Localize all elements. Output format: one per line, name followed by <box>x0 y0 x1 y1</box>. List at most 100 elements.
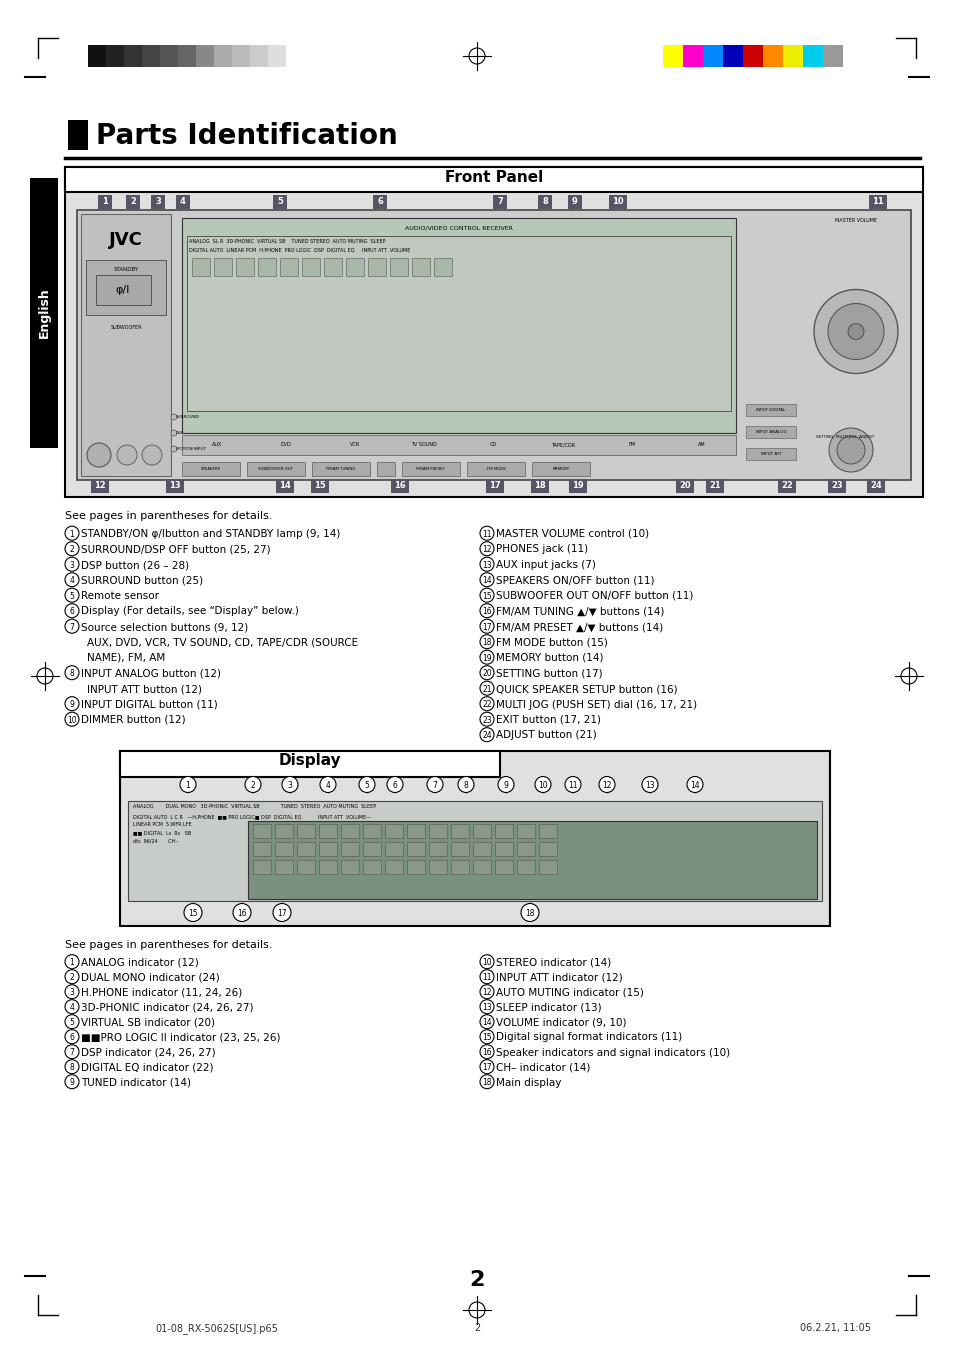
Bar <box>568 479 586 492</box>
Text: English: English <box>37 288 51 338</box>
Text: 8: 8 <box>463 781 468 790</box>
Circle shape <box>479 557 494 571</box>
Text: SURROUND/DSP OFF button (25, 27): SURROUND/DSP OFF button (25, 27) <box>81 544 271 555</box>
Text: 8: 8 <box>541 198 547 206</box>
Text: LINEAR PCM  5.WFR LFE: LINEAR PCM 5.WFR LFE <box>132 823 192 828</box>
Bar <box>98 195 112 208</box>
Bar <box>275 479 294 492</box>
Bar <box>88 45 106 68</box>
Circle shape <box>479 1015 494 1028</box>
Bar <box>702 45 722 68</box>
Bar <box>682 45 702 68</box>
Text: SETTING button (17): SETTING button (17) <box>496 668 602 678</box>
Text: 4: 4 <box>325 781 330 790</box>
Bar <box>429 824 447 838</box>
Circle shape <box>497 777 514 793</box>
Text: 16: 16 <box>394 482 405 490</box>
Text: 23: 23 <box>481 716 492 725</box>
Text: DUAL MONO indicator (24): DUAL MONO indicator (24) <box>81 973 219 982</box>
Bar <box>126 195 140 208</box>
Text: 15: 15 <box>314 482 326 490</box>
Bar <box>213 258 232 276</box>
Text: 17: 17 <box>481 622 492 632</box>
Text: MASTER VOLUME: MASTER VOLUME <box>834 218 876 223</box>
Text: CH– indicator (14): CH– indicator (14) <box>496 1062 590 1073</box>
Circle shape <box>65 1059 79 1074</box>
Bar <box>124 45 142 68</box>
Text: 14: 14 <box>481 1019 492 1027</box>
Circle shape <box>65 1030 79 1043</box>
Text: SPEAKERS ON/OFF button (11): SPEAKERS ON/OFF button (11) <box>496 575 654 586</box>
Text: DSP button (26 – 28): DSP button (26 – 28) <box>81 560 189 570</box>
Text: FM: FM <box>628 442 635 448</box>
Text: Source selection buttons (9, 12): Source selection buttons (9, 12) <box>81 622 248 632</box>
Text: DIGITAL EQ indicator (22): DIGITAL EQ indicator (22) <box>81 1062 213 1073</box>
Bar <box>368 258 386 276</box>
Text: 2: 2 <box>251 781 255 790</box>
Text: SUBWOOFER OUT ON/OFF button (11): SUBWOOFER OUT ON/OFF button (11) <box>496 591 693 601</box>
Bar <box>451 842 469 855</box>
Circle shape <box>65 955 79 969</box>
Text: 5: 5 <box>276 198 283 206</box>
Text: INPUT ANALOG: INPUT ANALOG <box>755 430 785 434</box>
Text: 24: 24 <box>481 731 492 740</box>
Circle shape <box>479 1074 494 1089</box>
Bar <box>407 859 424 874</box>
Circle shape <box>65 1015 79 1028</box>
Text: 12: 12 <box>482 988 491 997</box>
Text: INPUT ATT button (12): INPUT ATT button (12) <box>87 685 202 694</box>
Text: 4: 4 <box>70 576 74 586</box>
Text: 3: 3 <box>70 988 74 997</box>
Bar <box>762 45 782 68</box>
Text: AM: AM <box>697 442 704 448</box>
Bar <box>538 859 557 874</box>
Circle shape <box>479 635 494 648</box>
Text: FM/AM TUNING: FM/AM TUNING <box>326 467 355 471</box>
Circle shape <box>598 777 615 793</box>
Circle shape <box>273 904 291 921</box>
Text: 21: 21 <box>708 482 720 490</box>
Circle shape <box>836 436 864 464</box>
Text: 18: 18 <box>482 1078 491 1088</box>
Bar <box>451 859 469 874</box>
Circle shape <box>479 620 494 633</box>
Text: 11: 11 <box>482 973 491 982</box>
Circle shape <box>233 904 251 921</box>
Text: 2: 2 <box>474 1323 479 1333</box>
Text: 14: 14 <box>481 576 492 586</box>
Bar <box>182 436 735 455</box>
Circle shape <box>65 985 79 999</box>
Bar <box>532 461 589 476</box>
Circle shape <box>171 414 177 419</box>
Circle shape <box>171 430 177 436</box>
Text: INPUT ATT: INPUT ATT <box>760 452 781 456</box>
Text: AUDIO/VIDEO CONTROL RECEIVER: AUDIO/VIDEO CONTROL RECEIVER <box>405 226 513 231</box>
Text: STEREO indicator (14): STEREO indicator (14) <box>496 958 611 967</box>
Text: 18: 18 <box>482 639 491 647</box>
Text: AUX: AUX <box>212 442 221 448</box>
Circle shape <box>65 712 79 727</box>
Text: 20: 20 <box>679 482 690 490</box>
Text: TUNED indicator (14): TUNED indicator (14) <box>81 1077 191 1088</box>
Text: CD: CD <box>490 442 497 448</box>
Circle shape <box>184 904 202 921</box>
Circle shape <box>564 777 580 793</box>
Bar <box>385 842 402 855</box>
Bar <box>385 824 402 838</box>
Bar <box>495 859 513 874</box>
Text: 10: 10 <box>612 198 623 206</box>
Text: 3: 3 <box>287 781 293 790</box>
Text: 5: 5 <box>70 1019 74 1027</box>
Bar <box>778 479 795 492</box>
Bar <box>495 842 513 855</box>
Bar <box>340 859 358 874</box>
Text: 9: 9 <box>572 198 578 206</box>
Bar <box>77 210 910 480</box>
Text: 11: 11 <box>568 781 578 790</box>
Circle shape <box>65 1074 79 1089</box>
Circle shape <box>479 681 494 695</box>
Text: 16: 16 <box>481 1049 492 1057</box>
Bar <box>253 859 271 874</box>
Circle shape <box>479 697 494 710</box>
Bar <box>495 824 513 838</box>
